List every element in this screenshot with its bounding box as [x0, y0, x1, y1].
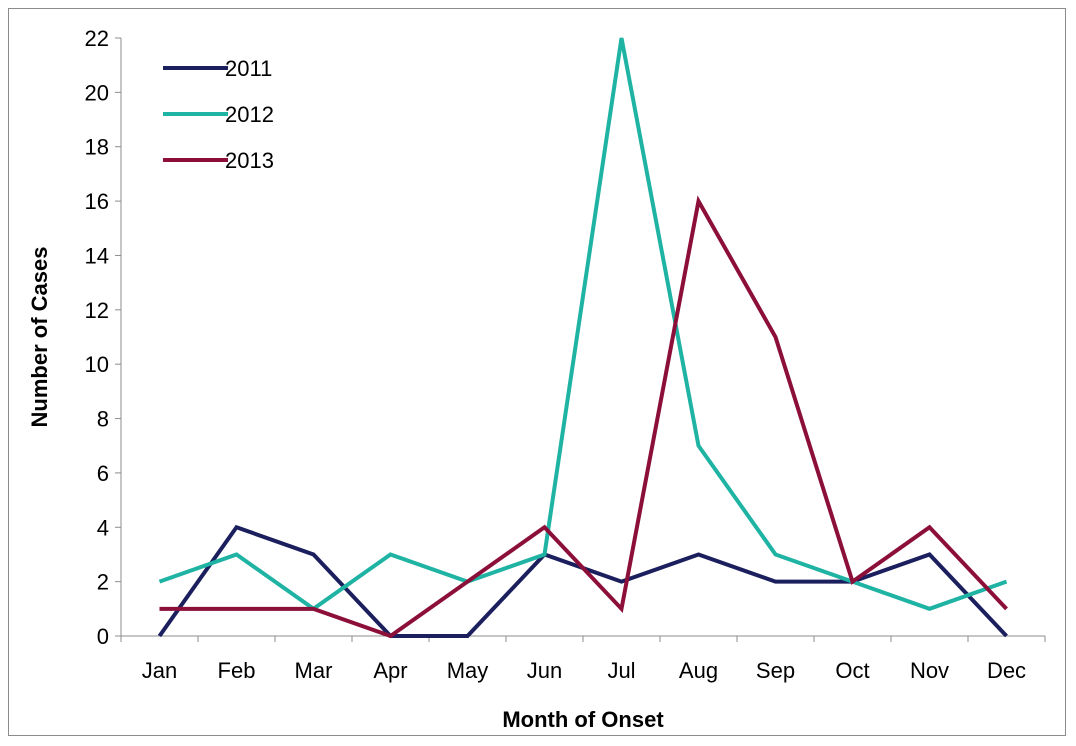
x-tick-label: Apr	[373, 658, 407, 683]
legend-label-2013: 2013	[225, 148, 274, 173]
legend-label-2011: 2011	[225, 56, 272, 81]
chart-frame	[8, 8, 1066, 736]
y-tick-label: 20	[85, 80, 109, 105]
x-tick-label: Jan	[142, 658, 177, 683]
x-tick-label: Dec	[987, 658, 1026, 683]
x-tick-label: Aug	[679, 658, 718, 683]
x-tick-label: Sep	[756, 658, 795, 683]
y-tick-label: 4	[97, 515, 109, 540]
x-tick-label: Jun	[527, 658, 562, 683]
y-axis-title: Number of Cases	[27, 247, 52, 428]
y-tick-label: 22	[85, 26, 109, 51]
chart-axes: 0 2 4 6 8 10 12 14 16 18 20 22 Jan Feb Mar Apr May Jun Jul…	[85, 26, 1046, 683]
legend-label-2012: 2012	[225, 102, 274, 127]
chart-legend: 2011 2012 2013	[163, 56, 274, 173]
series-line-2011	[157, 524, 1008, 638]
chart-series	[157, 37, 1008, 639]
x-tick-label: Nov	[910, 658, 949, 683]
y-tick-label: 12	[85, 298, 109, 323]
y-tick-label: 18	[85, 135, 109, 160]
y-tick-label: 6	[97, 461, 109, 486]
y-tick-label: 14	[85, 243, 109, 268]
y-tick-label: 0	[97, 624, 109, 649]
y-tick-label: 10	[85, 352, 109, 377]
x-tick-label: Jul	[607, 658, 635, 683]
x-axis-title: Month of Onset	[502, 707, 664, 732]
x-tick-label: Mar	[295, 658, 333, 683]
x-tick-label: May	[447, 658, 489, 683]
series-line-2013	[159, 195, 1008, 639]
y-tick-label: 16	[85, 189, 109, 214]
series-line-2012	[158, 37, 1008, 612]
x-tick-label: Feb	[218, 658, 256, 683]
y-tick-label: 2	[97, 570, 109, 595]
x-tick-label: Oct	[835, 658, 869, 683]
y-tick-label: 8	[97, 407, 109, 432]
